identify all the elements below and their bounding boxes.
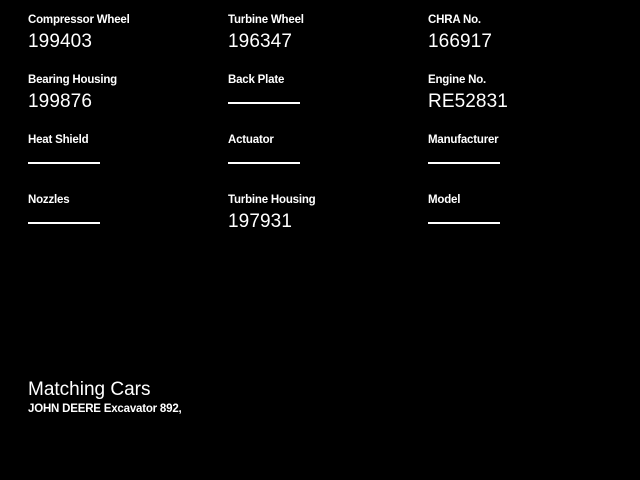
spec-field-turbine-housing: Turbine Housing 197931 [228,194,428,254]
spec-field-turbine-wheel: Turbine Wheel 196347 [228,14,428,74]
spec-label: Heat Shield [28,134,89,146]
spec-value: 196347 [228,31,293,52]
spec-field-chra-no: CHRA No. 166917 [428,14,612,74]
spec-label: Compressor Wheel [28,14,130,26]
spec-field-heat-shield: Heat Shield [28,134,228,194]
spec-value-placeholder [228,91,428,113]
spec-field-manufacturer: Manufacturer [428,134,612,194]
spec-field-actuator: Actuator [228,134,428,194]
matching-cars-list: JOHN DEERE Excavator 892, [28,403,182,415]
matching-cars-title: Matching Cars [28,379,151,400]
spec-value: 197931 [228,211,293,232]
spec-label: Manufacturer [428,134,499,146]
spec-field-engine-no: Engine No. RE52831 [428,74,612,134]
spec-field-nozzles: Nozzles [28,194,228,254]
spec-label: Model [428,194,461,206]
spec-label: Back Plate [228,74,285,86]
spec-value-placeholder [28,151,228,173]
spec-value-placeholder [28,211,228,233]
spec-field-bearing-housing: Bearing Housing 199876 [28,74,228,134]
spec-field-back-plate: Back Plate [228,74,428,134]
spec-label: Actuator [228,134,274,146]
spec-value-placeholder [228,151,428,173]
specification-grid: Compressor Wheel 199403 Turbine Wheel 19… [28,14,612,254]
spec-field-model: Model [428,194,612,254]
spec-value-placeholder [428,211,612,233]
spec-value: RE52831 [428,91,508,112]
spec-field-compressor-wheel: Compressor Wheel 199403 [28,14,228,74]
spec-value: 199876 [28,91,93,112]
matching-cars-section: Matching Cars JOHN DEERE Excavator 892, [28,379,612,416]
spec-label: Nozzles [28,194,70,206]
spec-value-placeholder [428,151,612,173]
spec-value: 166917 [428,31,493,52]
spec-value: 199403 [28,31,93,52]
spec-label: Engine No. [428,74,487,86]
spec-label: CHRA No. [428,14,481,26]
spec-label: Turbine Wheel [228,14,304,26]
spec-label: Turbine Housing [228,194,316,206]
spec-label: Bearing Housing [28,74,118,86]
